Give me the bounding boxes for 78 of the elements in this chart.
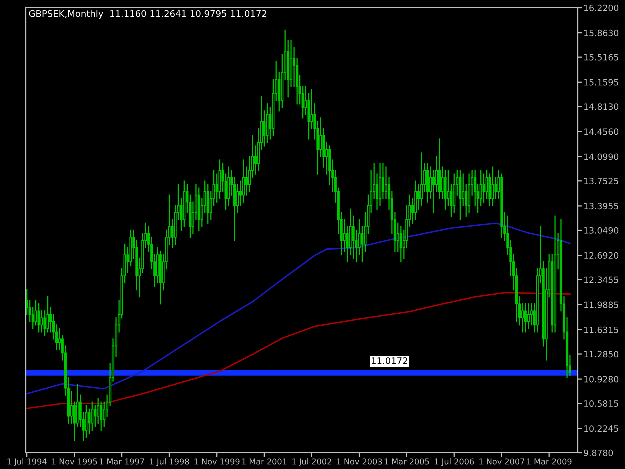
candlestick [453, 174, 456, 214]
candlestick [218, 160, 222, 200]
candlestick [527, 304, 530, 330]
x-tick-label: 1 Jul 2006 [435, 458, 474, 466]
candlestick [414, 180, 418, 220]
candlestick [462, 174, 465, 206]
candlestick [228, 166, 230, 206]
y-tick-label: 10.2245 [584, 426, 618, 432]
y-tick-label: 16.2200 [584, 4, 619, 12]
candlestick [352, 216, 355, 260]
y-tick-label: 15.5165 [584, 54, 618, 61]
candlestick [85, 405, 88, 438]
x-tick-label: 1 Jul 2002 [292, 458, 332, 466]
candlestick [100, 402, 103, 431]
x-tick-label: 1 Mar 2005 [384, 458, 430, 465]
candlestick [34, 300, 38, 326]
candlestick [46, 296, 50, 333]
candlestick [447, 170, 450, 206]
candlestick [361, 226, 364, 263]
candlestick [38, 304, 40, 333]
candlestick [242, 160, 246, 203]
candlestick [156, 247, 159, 284]
y-tick-label: 11.6315 [584, 326, 618, 334]
candlestick [420, 152, 424, 206]
line-series [26, 222, 571, 395]
x-tick-label: 1 Jul 1994 [8, 458, 47, 466]
y-tick-label: 15.1595 [584, 79, 618, 86]
candlestick [320, 118, 322, 158]
candlestick [91, 402, 94, 431]
candlestick [468, 174, 471, 214]
y-tick-label: 11.9885 [584, 302, 618, 308]
candlestick [400, 226, 402, 263]
candlestick [44, 310, 46, 336]
x-tick-label: 1 Mar 2001 [242, 458, 287, 465]
candlestick [524, 304, 527, 333]
y-tick-label: 9.8780 [584, 450, 614, 456]
y-tick-label: 14.4560 [584, 128, 619, 136]
y-tick-label: 14.0990 [584, 154, 619, 160]
y-tick-label: 13.3955 [584, 203, 618, 210]
x-tick-label: 1 Nov 2007 [480, 458, 524, 465]
candlestick [530, 304, 533, 326]
x-tick-label: 1 Nov 1995 [52, 458, 98, 465]
candlestick [88, 408, 91, 434]
candlestick [492, 166, 494, 206]
x-tick-label: 1 Mar 2009 [527, 458, 572, 465]
chart-title: GBPSEK,Monthly 11.1160 11.2641 10.9795 11.0172 [29, 10, 267, 19]
candlestick [426, 163, 430, 203]
candlestick [486, 170, 488, 200]
y-tick-label: 12.3455 [584, 276, 618, 284]
candlestick [216, 174, 218, 203]
x-tick-label: 1 Mar 1997 [100, 458, 144, 465]
candlestick [378, 163, 382, 206]
y-tick-label: 13.0490 [584, 227, 619, 234]
candlestick [266, 104, 269, 144]
candlestick [438, 138, 442, 200]
candlestick [206, 184, 210, 224]
candlestick [236, 184, 240, 214]
candlestick [444, 170, 447, 210]
x-tick-label: 1 Jul 1998 [150, 458, 190, 466]
y-tick-label: 11.2850 [584, 351, 619, 358]
candlestick [459, 170, 462, 220]
ref-line-label: 11.0172 [372, 358, 408, 364]
candlestick [494, 177, 498, 200]
line-series [26, 292, 571, 410]
y-tick-label: 14.8130 [584, 104, 619, 110]
candlestick [343, 219, 346, 252]
candlestick [94, 405, 97, 428]
y-tick-label: 10.9280 [584, 376, 619, 383]
candlestick [40, 310, 44, 333]
candlestick [310, 90, 314, 130]
y-tick-label: 10.5815 [584, 400, 618, 408]
y-tick-label: 12.6920 [584, 252, 619, 259]
x-tick-label: 1 Nov 2003 [337, 458, 382, 465]
x-tick-label: 1 Nov 1999 [194, 458, 240, 465]
candlestick [482, 174, 486, 203]
y-tick-label: 15.8630 [584, 30, 619, 36]
candlestick [97, 398, 100, 424]
y-tick-label: 13.7525 [584, 178, 618, 185]
